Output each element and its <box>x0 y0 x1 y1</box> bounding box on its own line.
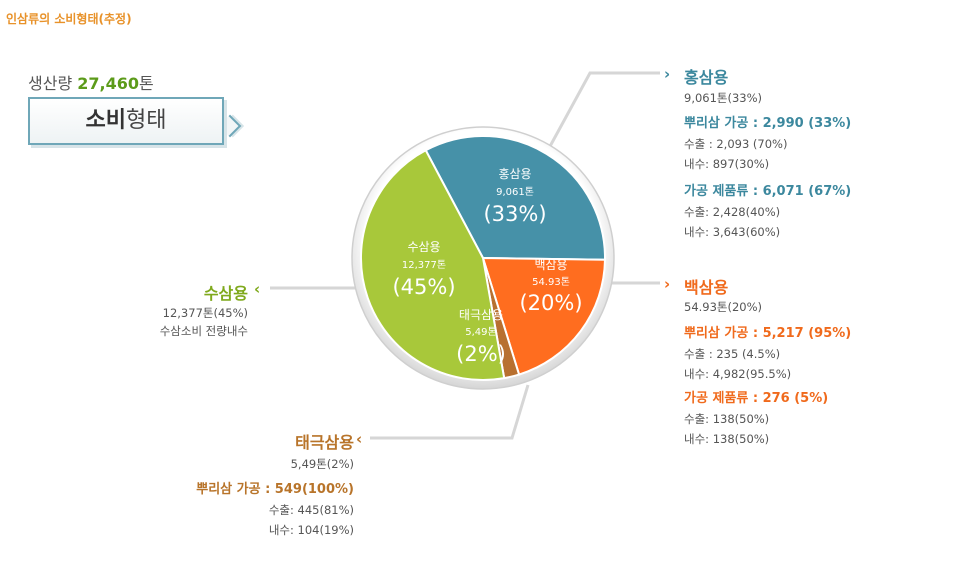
production-value: 27,460 <box>77 74 140 93</box>
label-hongsam-name: 홍삼용 <box>498 167 531 181</box>
label-hongsam-pct: (33%) <box>483 202 546 226</box>
label-hongsam: 홍삼용 9,061톤 (33%) <box>483 167 546 226</box>
taegeuk-root-export: 수출: 445(81%) <box>268 503 354 517</box>
hongsam-product: 가공 제품류 : 6,071 (67%) <box>684 184 852 199</box>
connector-taegeuk <box>370 384 530 440</box>
hongsam-root-export: 수출 : 2,093 (70%) <box>684 137 788 151</box>
hongsam-root: 뿌리삼 가공 : 2,990 (33%) <box>684 116 852 131</box>
section-title-bold: 소비 <box>85 108 126 133</box>
pie-slice-susam <box>360 148 506 381</box>
baeksam-root: 뿌리삼 가공 : 5,217 (95%) <box>684 326 852 341</box>
baeksam-total: 54.93톤(20%) <box>684 300 763 314</box>
baeksam-root-domestic: 내수: 4,982(95.5%) <box>684 367 792 381</box>
label-baeksam: 백삼용 54.93톤 (20%) <box>519 258 582 315</box>
hongsam-total: 9,061톤(33%) <box>684 91 763 105</box>
production-summary: 생산량 27,460톤 <box>28 70 154 94</box>
baeksam-product: 가공 제품류 : 276 (5%) <box>684 391 829 406</box>
baeksam-title: 백삼용 <box>684 278 729 297</box>
label-baeksam-amount: 54.93톤 <box>532 276 570 288</box>
baeksam-product-export: 수출: 138(50%) <box>684 412 770 426</box>
pie-slice-hongsam <box>424 135 606 261</box>
baeksam-product-domestic: 내수: 138(50%) <box>684 432 770 446</box>
label-baeksam-name: 백삼용 <box>534 258 567 272</box>
hongsam-product-domestic: 내수: 3,643(60%) <box>684 225 781 239</box>
label-hongsam-amount: 9,061톤 <box>496 186 534 198</box>
production-label: 생산량 <box>28 74 73 93</box>
label-susam-amount: 12,377톤 <box>402 259 446 271</box>
label-taegeuk-name: 태극삼용 <box>459 308 503 322</box>
taegeuk-title: 태극삼용 <box>295 433 354 452</box>
label-taegeuk-pct: (2%) <box>456 342 506 366</box>
label-susam: 수삼용 12,377톤 (45%) <box>392 240 455 299</box>
label-taegeuk-amount: 5,49톤 <box>465 326 496 338</box>
pie-slices <box>360 135 607 381</box>
connector-hongsam <box>546 71 660 151</box>
production-unit: 톤 <box>139 74 154 93</box>
label-susam-pct: (45%) <box>392 275 455 299</box>
arrow-susam-icon: ‹ <box>254 280 260 298</box>
baeksam-root-export: 수출 : 235 (4.5%) <box>684 347 781 361</box>
taegeuk-root: 뿌리삼 가공 : 549(100%) <box>196 482 354 497</box>
arrow-taegeuk-icon: ‹ <box>356 430 362 448</box>
label-baeksam-pct: (20%) <box>519 291 582 315</box>
section-title-box: 소비형태 <box>28 97 224 145</box>
arrow-hongsam-icon: › <box>664 65 670 83</box>
label-susam-name: 수삼용 <box>407 240 440 254</box>
taegeuk-total: 5,49톤(2%) <box>290 457 354 471</box>
hongsam-product-export: 수출: 2,428(40%) <box>684 205 781 219</box>
hongsam-title: 홍삼용 <box>684 68 729 87</box>
susam-title: 수삼용 <box>203 284 248 303</box>
arrow-baeksam-icon: › <box>664 275 670 293</box>
section-title-rest: 형태 <box>126 108 167 133</box>
taegeuk-root-domestic: 내수: 104(19%) <box>268 523 354 537</box>
page-title: 인삼류의 소비형태(추정) <box>6 12 132 26</box>
pie-slice-baeksam <box>481 256 607 376</box>
susam-total: 12,377톤(45%) <box>162 306 248 320</box>
hongsam-root-domestic: 내수: 897(30%) <box>684 157 770 171</box>
susam-note: 수삼소비 전량내수 <box>159 324 248 338</box>
label-taegeuk: 태극삼용 5,49톤 (2%) <box>456 308 506 366</box>
